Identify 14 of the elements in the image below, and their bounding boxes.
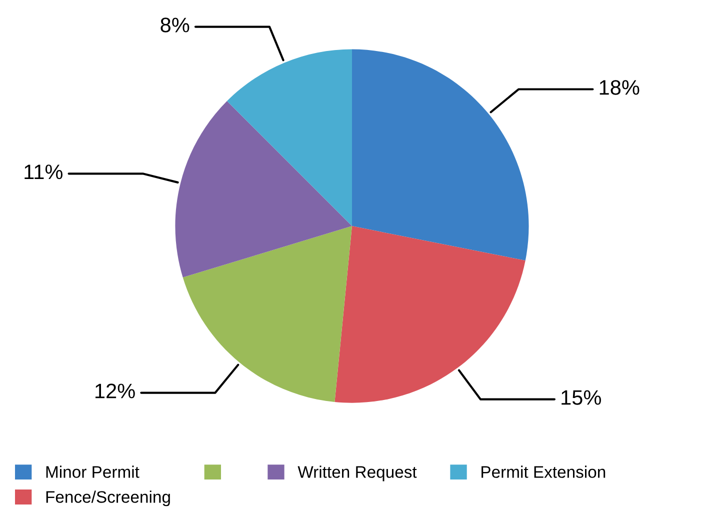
data-label: 12% (96, 384, 135, 398)
legend-label: Fence/Screening (46, 490, 170, 506)
legend-label: Written Request (298, 466, 417, 482)
pie-slice (352, 49, 529, 261)
data-label: 18% (600, 80, 640, 95)
pie-slice (175, 101, 352, 278)
legend-label: Permit Extension (482, 466, 606, 478)
pie-slice (226, 49, 352, 226)
pie-slice (334, 226, 526, 403)
data-label: 15% (562, 390, 601, 405)
pie-slice (182, 226, 352, 402)
data-label: 11% (24, 164, 62, 180)
legend-label: Minor Permit (46, 466, 140, 478)
data-label: 8% (160, 18, 190, 32)
